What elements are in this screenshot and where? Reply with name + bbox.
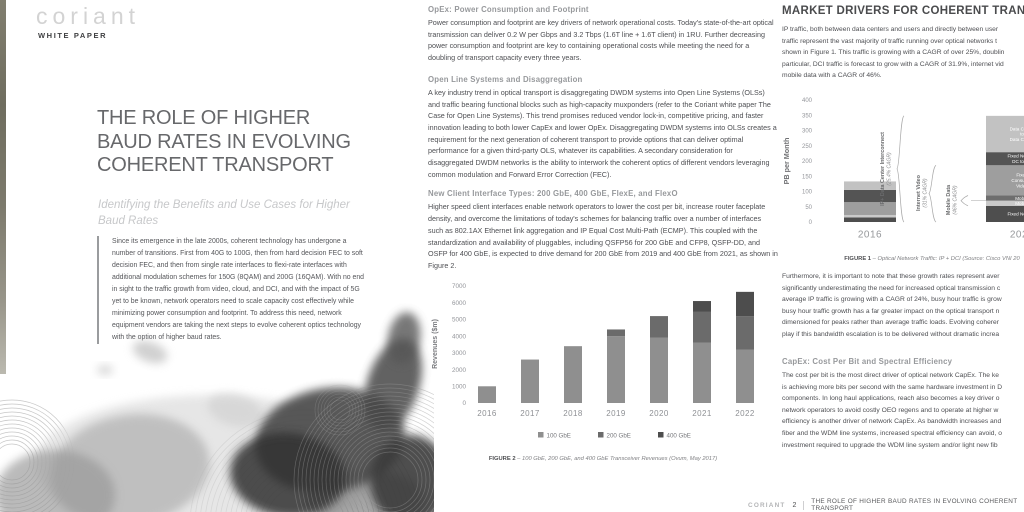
svg-text:0: 0 [809,220,813,226]
figure2-caption-text: – 100 GbE, 200 GbE, and 400 GbE Transcei… [517,455,718,462]
svg-text:Mobile: Mobile [1015,201,1024,206]
svg-text:150: 150 [802,174,813,180]
svg-text:250: 250 [802,144,813,150]
doc-type-label: WHITE PAPER [38,31,108,40]
section-body: Higher speed client interfaces enable ne… [428,202,778,270]
capex-heading: CapEx: Cost Per Bit and Spectral Efficie… [782,357,953,366]
svg-text:7000: 7000 [452,283,467,290]
svg-text:2016: 2016 [858,230,882,241]
svg-text:2022: 2022 [735,409,755,418]
svg-text:Revenues ($m): Revenues ($m) [432,319,439,369]
figure1-caption-label: FIGURE 1 [844,256,872,262]
market-drivers-heading: MARKET DRIVERS FOR COHERENT TRANSPORT [782,5,1024,17]
svg-text:400: 400 [802,98,813,104]
svg-text:Fixed Non-DC: Fixed Non-DC [1007,154,1024,159]
svg-text:6000: 6000 [452,300,467,307]
svg-text:(25.4% CAGR): (25.4% CAGR) [887,152,893,186]
svg-text:DC to DC: DC to DC [1012,159,1024,164]
section-heading: Open Line Systems and Disaggregation [428,74,583,84]
svg-text:100: 100 [802,190,813,196]
svg-text:(46% CAGR): (46% CAGR) [953,185,959,215]
svg-text:2018: 2018 [563,409,583,418]
svg-text:3000: 3000 [452,350,467,357]
svg-text:IP+ Data Center Interconnect: IP+ Data Center Interconnect [880,132,886,206]
svg-text:Data Center: Data Center [1010,126,1024,131]
svg-text:Fixed: Fixed [1016,173,1024,178]
section-heading: New Client Interface Types: 200 GbE, 400… [428,189,678,199]
footer-divider [803,500,805,510]
svg-text:2021: 2021 [1010,230,1024,241]
svg-text:2016: 2016 [477,409,497,418]
svg-text:50: 50 [805,205,812,211]
svg-text:5000: 5000 [452,316,467,323]
figure1-caption-text: – Optical Network Traffic: IP + DCI (Sou… [872,256,1020,262]
svg-text:2019: 2019 [606,409,626,418]
coriant-logo: coriant [36,3,141,29]
figure2-chart: 0 1000 2000 3000 4000 5000 6000 7000 Revenues ($… [428,277,778,454]
svg-text:Mobile Data: Mobile Data [946,184,952,215]
page-footer: CORIANT 2 THE ROLE OF HIGHER BAUD RATES … [748,498,1024,512]
svg-text:2017: 2017 [520,409,540,418]
footer-title: THE ROLE OF HIGHER BAUD RATES IN EVOLVIN… [811,498,1018,512]
svg-text:Data Center: Data Center [1010,137,1024,142]
figure2-caption: FIGURE 2 – 100 GbE, 200 GbE, and 400 GbE… [428,456,778,462]
footer-brand: CORIANT [748,501,786,509]
svg-text:to: to [1020,132,1024,137]
svg-text:Internet Video: Internet Video [916,174,922,211]
photo-edge-strip [0,0,6,374]
svg-text:Fixed Non-DC: Fixed Non-DC [1007,212,1024,217]
page-subtitle: Identifying the Benefits and Use Cases f… [98,199,350,227]
svg-text:200: 200 [802,159,813,165]
svg-text:2020: 2020 [649,409,669,418]
watercolor-artwork [0,312,434,512]
section-body: A key industry trend in optical transpor… [428,87,777,179]
furthermore-paragraph: Furthermore, it is important to note tha… [782,273,1002,338]
svg-text:300: 300 [802,129,813,135]
svg-text:Consumer: Consumer [1011,178,1024,183]
svg-text:Video: Video [1016,183,1024,188]
svg-text:400 GbE: 400 GbE [667,432,691,439]
page-title: THE ROLE OF HIGHER BAUD RATES IN EVOLVIN… [97,107,351,176]
svg-text:100 GbE: 100 GbE [547,432,571,439]
section-body: Power consumption and footprint are key … [428,18,774,63]
svg-text:0: 0 [462,400,466,407]
svg-text:200 GbE: 200 GbE [607,432,631,439]
svg-text:Mobile: Mobile [1015,196,1024,201]
section-open-line-systems: Open Line Systems and Disaggregation A k… [428,75,778,181]
figure1-chart: 0 50 100 150 200 250 300 350 400 PB per Month 2016… [782,88,1024,246]
svg-text:2000: 2000 [452,366,467,373]
svg-text:4000: 4000 [452,333,467,340]
section-heading: OpEx: Power Consumption and Footprint [428,5,589,14]
svg-text:(31% CAGR): (31% CAGR) [923,178,929,208]
figure1-caption: FIGURE 1 – Optical Network Traffic: IP +… [782,256,1024,262]
intro-paragraph: Since its emergence in the late 2000s, c… [97,236,368,344]
middle-column: OpEx: Power Consumption and Footprint Po… [428,0,778,462]
figure2-caption-label: FIGURE 2 [488,455,516,462]
svg-text:PB per Month: PB per Month [782,138,791,185]
svg-text:350: 350 [802,113,813,119]
market-paragraph: IP traffic, both between data centers an… [782,26,1005,80]
footer-page-number: 2 [792,501,797,509]
svg-text:1000: 1000 [452,383,467,390]
section-opex: OpEx: Power Consumption and Footprint Po… [428,5,778,64]
capex-paragraph: The cost per bit is the most direct driv… [782,372,1003,449]
section-new-client-interfaces: New Client Interface Types: 200 GbE, 400… [428,189,778,271]
svg-text:2021: 2021 [692,409,712,418]
